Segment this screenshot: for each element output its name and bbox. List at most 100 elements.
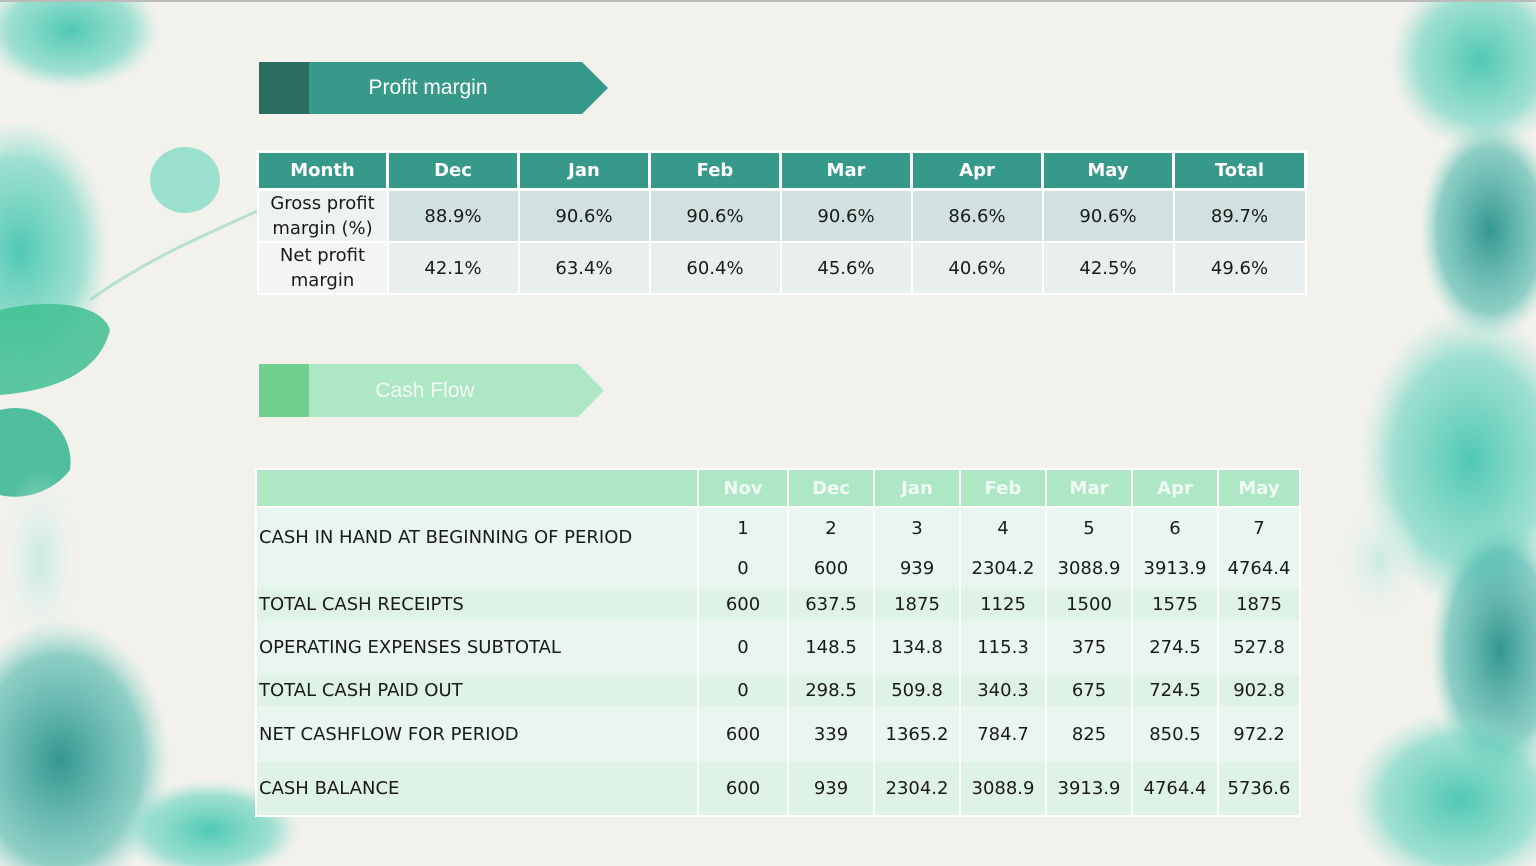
table-cell: 45.6% [779,241,913,295]
table-cell: 4764.4 [1217,548,1301,589]
table-cell: 527.8 [1217,620,1301,675]
table-cell: 274.5 [1131,620,1219,675]
row-label [255,548,699,589]
table-row-net-cashflow: NET CASHFLOW FOR PERIOD 600 339 1365.2 7… [255,706,1301,762]
table-header-row: Nov Dec Jan Feb Mar Apr May [255,468,1301,508]
table-row-operating-expenses: OPERATING EXPENSES SUBTOTAL 0 148.5 134.… [255,620,1301,675]
table-cell: 298.5 [787,675,875,706]
table-cell: 49.6% [1172,241,1307,295]
table-cell: 4 [959,507,1047,548]
profit-margin-banner: Profit margin [259,62,608,114]
table-row-cash-balance: CASH BALANCE 600 939 2304.2 3088.9 3913.… [255,762,1301,817]
table-cell: 600 [697,706,789,762]
header-cell-jan: Jan [517,150,651,191]
table-cell: 4764.4 [1131,762,1219,817]
table-cell: 1365.2 [873,706,961,762]
row-label: Gross profit margin (%) [256,188,389,243]
table-cell: 825 [1045,706,1133,762]
row-label: CASH BALANCE [255,762,699,817]
table-cell: 600 [697,762,789,817]
table-row-opening-balance: 0 600 939 2304.2 3088.9 3913.9 4764.4 [255,548,1301,589]
table-cell: 939 [873,548,961,589]
table-cell: 1 [697,507,789,548]
header-cell-nov: Nov [697,468,789,508]
header-cell-label [255,468,699,508]
header-cell-may: May [1041,150,1175,191]
table-cell: 1125 [959,589,1047,620]
table-cell: 902.8 [1217,675,1301,706]
table-cell: 5736.6 [1217,762,1301,817]
header-cell-jan: Jan [873,468,961,508]
table-cell: 340.3 [959,675,1047,706]
row-label: TOTAL CASH PAID OUT [255,675,699,706]
banner-arrow-shape [309,364,604,417]
table-cell: 90.6% [517,188,651,243]
table-cell: 375 [1045,620,1133,675]
row-label: NET CASHFLOW FOR PERIOD [255,706,699,762]
cash-flow-title: Cash Flow [375,379,475,402]
row-label: Net profit margin [256,241,389,295]
table-row-gross-profit: Gross profit margin (%) 88.9% 90.6% 90.6… [256,188,1307,243]
cash-flow-table: Nov Dec Jan Feb Mar Apr May CASH IN HAND… [255,468,1301,817]
table-row-total-cash-receipts: TOTAL CASH RECEIPTS 600 637.5 1875 1125 … [255,589,1301,620]
banner-arrow-shape [309,62,608,114]
table-cell: 724.5 [1131,675,1219,706]
table-cell: 115.3 [959,620,1047,675]
table-cell: 5 [1045,507,1133,548]
table-row-cash-in-hand: CASH IN HAND AT BEGINNING OF PERIOD 1 2 … [255,507,1301,548]
table-cell: 3913.9 [1045,762,1133,817]
banner-accent-block [259,364,309,417]
header-cell-total: Total [1172,150,1307,191]
table-cell: 1875 [1217,589,1301,620]
cash-flow-banner: Cash Flow [259,364,604,417]
table-cell: 972.2 [1217,706,1301,762]
header-cell-feb: Feb [959,468,1047,508]
table-cell: 3 [873,507,961,548]
header-cell-dec: Dec [787,468,875,508]
header-cell-mar: Mar [1045,468,1133,508]
table-cell: 339 [787,706,875,762]
table-cell: 1500 [1045,589,1133,620]
header-cell-apr: Apr [910,150,1044,191]
banner-accent-block [259,62,309,114]
table-row-total-cash-paid-out: TOTAL CASH PAID OUT 0 298.5 509.8 340.3 … [255,675,1301,706]
row-label-line: margin (%) [272,218,373,239]
table-header-row: Month Dec Jan Feb Mar Apr May Total [256,150,1307,191]
table-cell: 90.6% [1041,188,1175,243]
table-cell: 7 [1217,507,1301,548]
table-cell: 89.7% [1172,188,1307,243]
profit-margin-title: Profit margin [368,76,488,99]
top-border-line [0,0,1536,2]
table-cell: 0 [697,620,789,675]
table-cell: 600 [787,548,875,589]
row-label: OPERATING EXPENSES SUBTOTAL [255,620,699,675]
table-cell: 88.9% [386,188,520,243]
table-cell: 42.1% [386,241,520,295]
profit-margin-table: Month Dec Jan Feb Mar Apr May Total Gros… [256,150,1307,295]
table-cell: 2 [787,507,875,548]
table-cell: 784.7 [959,706,1047,762]
table-cell: 60.4% [648,241,782,295]
table-cell: 675 [1045,675,1133,706]
header-cell-feb: Feb [648,150,782,191]
row-label-line: Net profit [279,245,366,266]
table-cell: 86.6% [910,188,1044,243]
header-cell-mar: Mar [779,150,913,191]
header-cell-dec: Dec [386,150,520,191]
header-cell-may: May [1217,468,1301,508]
table-cell: 1875 [873,589,961,620]
table-cell: 148.5 [787,620,875,675]
table-cell: 2304.2 [959,548,1047,589]
table-cell: 3913.9 [1131,548,1219,589]
table-cell: 850.5 [1131,706,1219,762]
row-label: TOTAL CASH RECEIPTS [255,589,699,620]
table-cell: 90.6% [648,188,782,243]
table-row-net-profit: Net profit margin 42.1% 63.4% 60.4% 45.6… [256,241,1307,295]
table-cell: 0 [697,548,789,589]
table-cell: 134.8 [873,620,961,675]
table-cell: 42.5% [1041,241,1175,295]
table-cell: 509.8 [873,675,961,706]
header-cell-month: Month [256,150,389,191]
table-cell: 63.4% [517,241,651,295]
